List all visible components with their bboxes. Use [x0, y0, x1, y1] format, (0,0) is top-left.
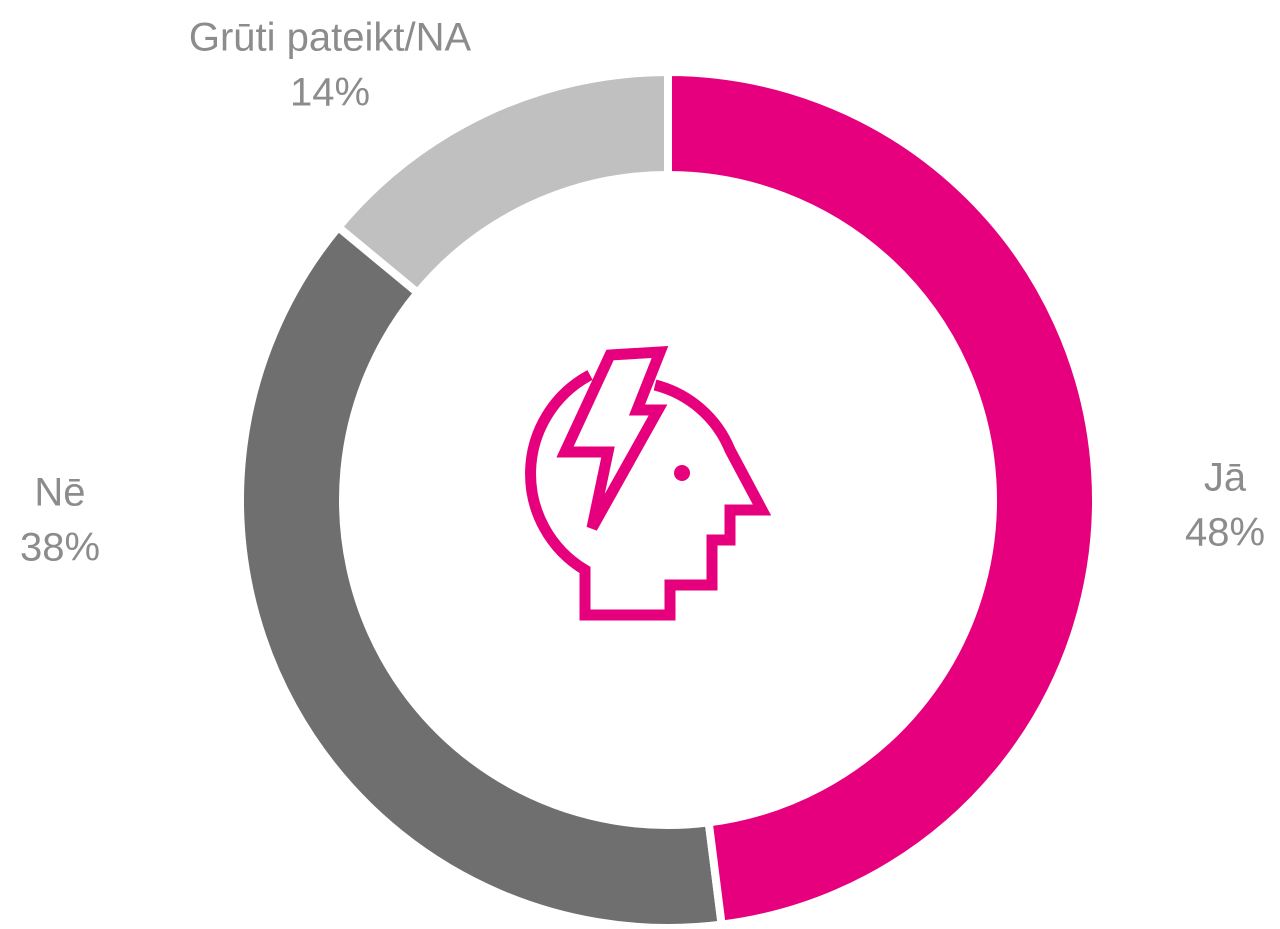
center-icon [525, 345, 772, 621]
value-label: 14% [290, 71, 370, 115]
category-label: Nē [34, 471, 85, 515]
donut-segment [664, 67, 1100, 929]
category-label: Grūti pateikt/NA [189, 16, 472, 60]
donut-segment [332, 67, 672, 299]
donut-segment [236, 221, 727, 929]
value-label: 48% [1185, 511, 1265, 555]
value-label: 38% [20, 526, 100, 570]
category-label: Jā [1204, 456, 1247, 500]
